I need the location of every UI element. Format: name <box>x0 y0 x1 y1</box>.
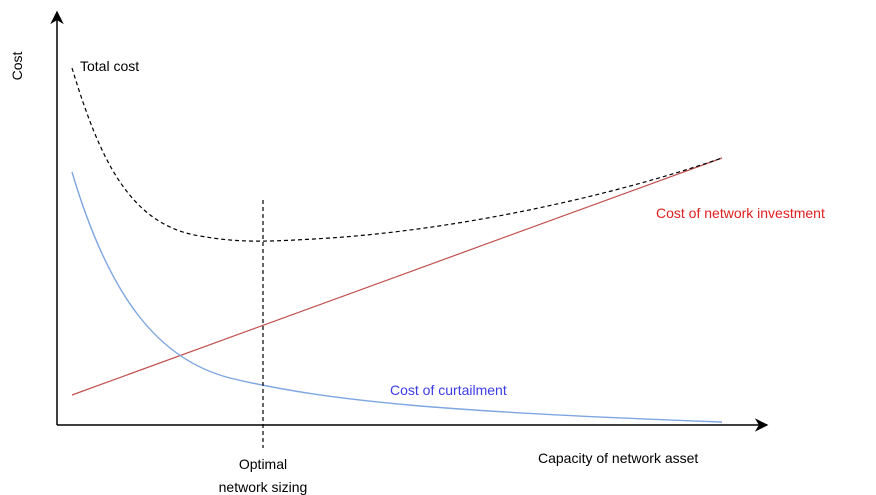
total-cost-label: Total cost <box>80 58 139 74</box>
total-cost-curve <box>71 67 723 242</box>
investment-line <box>71 157 723 396</box>
x-axis-label: Capacity of network asset <box>538 450 698 466</box>
curtailment-curve <box>71 171 723 423</box>
y-axis-label: Cost <box>9 52 25 81</box>
curtailment-label: Cost of curtailment <box>390 382 507 398</box>
investment-label: Cost of network investment <box>656 205 825 221</box>
optimal-label: network sizing <box>219 479 308 495</box>
optimal-label: Optimal <box>239 456 287 472</box>
